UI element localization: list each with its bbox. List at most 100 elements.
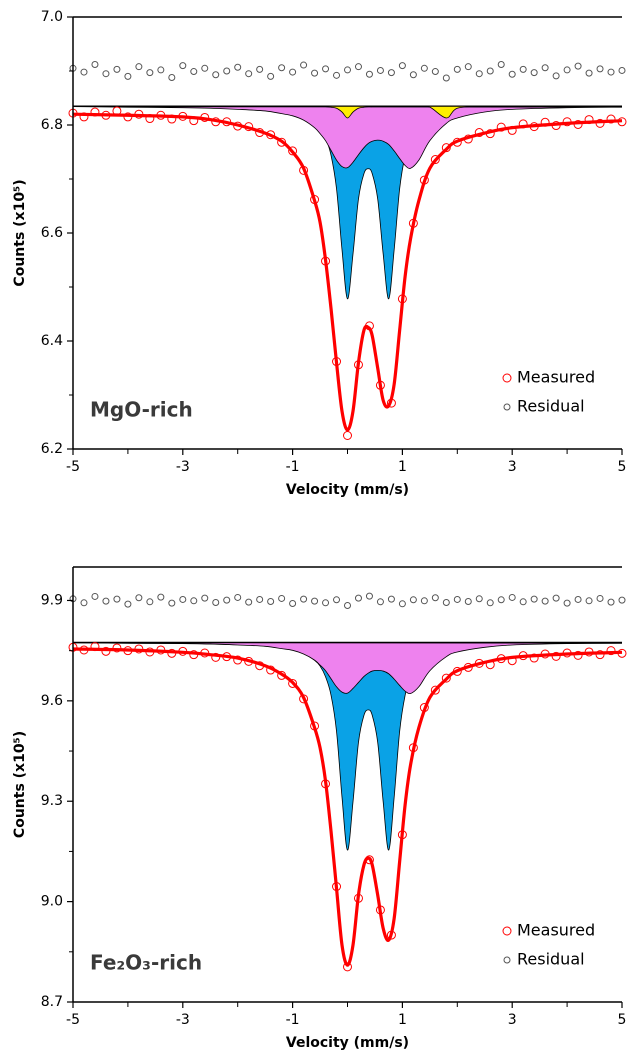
- data-point: [168, 73, 176, 81]
- data-point: [398, 62, 406, 70]
- data-point: [223, 67, 231, 75]
- data-point: [168, 599, 176, 607]
- data-point: [420, 64, 428, 72]
- data-point: [387, 595, 395, 603]
- data-point: [354, 63, 362, 71]
- data-point: [157, 593, 165, 601]
- data-point: [201, 594, 209, 602]
- data-point: [354, 594, 362, 602]
- legend-label: Measured: [517, 368, 595, 387]
- data-point: [234, 593, 242, 601]
- data-point: [365, 592, 373, 600]
- y-tick-label: 6.4: [41, 333, 63, 349]
- component-area: [72, 642, 623, 695]
- data-point: [606, 646, 616, 656]
- y-axis-title: Counts (x10⁵): [12, 731, 28, 838]
- data-point: [464, 63, 472, 71]
- data-point: [344, 601, 351, 609]
- data-point: [288, 146, 298, 156]
- data-point: [552, 72, 560, 80]
- sample-label: MgO-rich: [90, 398, 193, 422]
- data-point: [430, 685, 440, 695]
- data-point: [574, 62, 582, 70]
- legend-label: Measured: [517, 921, 595, 940]
- data-point: [398, 600, 406, 608]
- legend-marker: [502, 373, 512, 383]
- fit-line: [72, 647, 623, 967]
- data-point: [441, 673, 451, 683]
- data-point: [552, 594, 560, 602]
- y-tick-label: 8.7: [41, 994, 63, 1010]
- data-point: [530, 595, 538, 603]
- data-point: [475, 595, 483, 603]
- data-point: [135, 63, 143, 71]
- y-tick-label: 6.2: [41, 441, 63, 457]
- data-point: [267, 72, 275, 80]
- data-point: [211, 652, 221, 662]
- data-point: [245, 598, 253, 606]
- y-tick-label: 9.3: [41, 793, 63, 809]
- data-point: [190, 68, 198, 76]
- data-point: [80, 599, 88, 607]
- data-point: [135, 594, 143, 602]
- x-tick-label: 3: [508, 1012, 517, 1028]
- data-point: [618, 596, 626, 604]
- legend-marker: [503, 956, 511, 964]
- data-point: [618, 66, 626, 74]
- data-point: [607, 68, 615, 76]
- data-point: [573, 650, 583, 660]
- data-point: [102, 70, 110, 78]
- x-axis-title: Velocity (mm/s): [286, 482, 409, 498]
- data-point: [344, 66, 351, 74]
- data-point: [278, 64, 286, 72]
- sample-label: Fe₂O₃-rich: [90, 951, 202, 975]
- data-point: [606, 114, 616, 124]
- legend-label: Residual: [517, 397, 585, 416]
- data-point: [333, 596, 341, 604]
- data-point: [311, 597, 319, 605]
- data-point: [585, 597, 593, 605]
- legend-marker: [502, 926, 512, 936]
- data-point: [278, 594, 286, 602]
- data-point: [365, 70, 373, 78]
- data-point: [102, 597, 110, 605]
- data-point: [574, 595, 582, 603]
- data-point: [409, 596, 417, 604]
- data-point: [530, 69, 538, 77]
- component-area: [72, 106, 623, 169]
- y-tick-label: 6.6: [41, 225, 63, 241]
- data-point: [430, 155, 440, 165]
- data-point: [91, 592, 99, 600]
- data-point: [420, 597, 428, 605]
- y-axis-title: Counts (x10⁵): [12, 179, 28, 286]
- data-point: [146, 69, 154, 77]
- data-point: [179, 62, 187, 70]
- data-point: [113, 595, 121, 603]
- data-point: [112, 643, 122, 653]
- data-point: [585, 69, 593, 77]
- data-point: [541, 597, 549, 605]
- data-point: [508, 593, 516, 601]
- data-point: [190, 597, 198, 605]
- data-point: [529, 653, 539, 663]
- data-point: [387, 69, 395, 77]
- data-point: [453, 595, 461, 603]
- x-tick-label: 1: [398, 459, 407, 475]
- x-tick-label: 5: [618, 459, 627, 475]
- data-point: [475, 70, 483, 78]
- data-point: [212, 71, 220, 79]
- data-point: [441, 143, 451, 153]
- data-point: [519, 598, 527, 606]
- y-tick-label: 6.8: [41, 117, 63, 133]
- data-point: [124, 600, 132, 608]
- data-point: [497, 61, 505, 69]
- data-point: [223, 596, 231, 604]
- y-tick-label: 7.0: [41, 9, 63, 25]
- data-point: [333, 71, 341, 79]
- data-point: [289, 599, 297, 607]
- data-point: [343, 431, 352, 440]
- data-point: [289, 68, 297, 76]
- data-point: [486, 599, 494, 607]
- data-point: [343, 962, 352, 972]
